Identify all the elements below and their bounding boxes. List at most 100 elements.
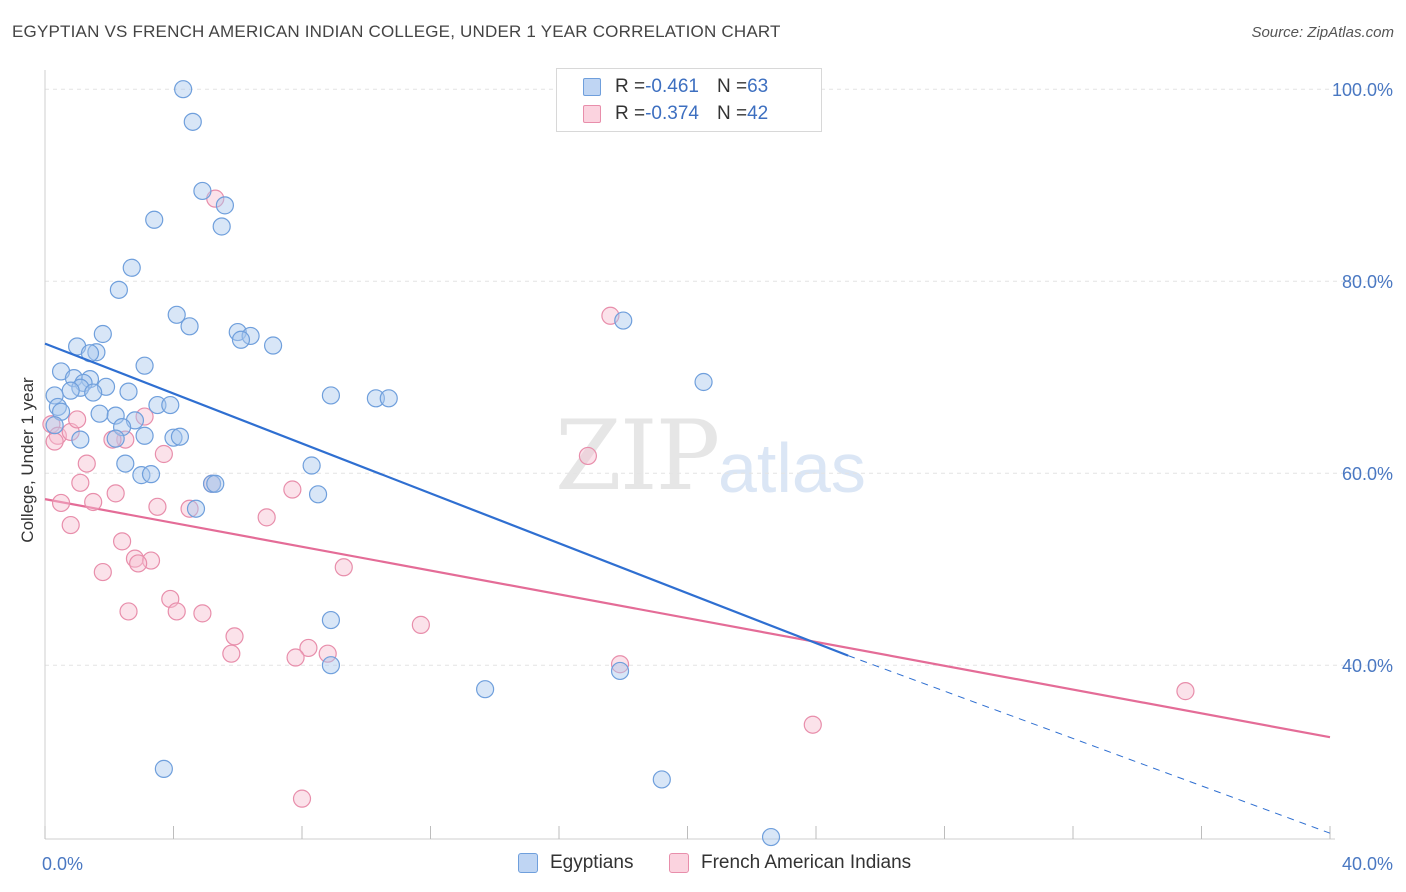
blue-point bbox=[167, 305, 186, 324]
correlation-legend: R = -0.461 N = 63 R = -0.374 N = 42 bbox=[556, 68, 822, 132]
pink-point bbox=[283, 480, 302, 499]
blue-point bbox=[652, 770, 671, 789]
blue-point bbox=[174, 80, 193, 99]
y-axis-label: College, Under 1 year bbox=[18, 377, 37, 543]
pink-points bbox=[42, 189, 1195, 808]
blue-point bbox=[366, 389, 385, 408]
blue-point bbox=[241, 326, 260, 346]
pink-point bbox=[71, 473, 90, 492]
blue-trend-extension bbox=[847, 655, 1331, 834]
blue-point bbox=[116, 454, 135, 473]
pink-point bbox=[180, 499, 199, 518]
series-legend-french-american-indians[interactable]: French American Indians bbox=[669, 852, 911, 874]
pink-point bbox=[135, 407, 154, 426]
series-legend-label: French American Indians bbox=[701, 852, 912, 873]
blue-point bbox=[132, 466, 151, 485]
blue-point bbox=[610, 661, 630, 681]
pink-point bbox=[45, 432, 64, 451]
legend-swatch-blue bbox=[518, 853, 538, 873]
blue-point bbox=[148, 395, 167, 415]
blue-point bbox=[215, 196, 234, 215]
legend-n-label: N = bbox=[716, 103, 748, 124]
blue-point bbox=[212, 217, 231, 236]
y-tick-label: 60.0% bbox=[1342, 464, 1393, 484]
legend-r-value: -0.461 bbox=[645, 76, 699, 97]
blue-point bbox=[164, 428, 183, 447]
blue-point bbox=[87, 343, 106, 362]
series-legend: Egyptians French American Indians bbox=[0, 852, 1406, 878]
blue-point bbox=[694, 372, 713, 392]
blue-point bbox=[48, 397, 67, 417]
blue-point bbox=[141, 465, 161, 484]
pink-point bbox=[93, 562, 112, 582]
blue-point bbox=[145, 210, 164, 229]
blue-point bbox=[112, 418, 132, 437]
pink-point bbox=[51, 493, 71, 513]
pink-point bbox=[222, 644, 241, 663]
blue-point bbox=[135, 356, 154, 375]
blue-point bbox=[476, 680, 495, 699]
legend-r-label: R = bbox=[615, 103, 646, 124]
blue-point bbox=[84, 383, 103, 402]
blue-point bbox=[122, 258, 141, 277]
watermark-zip: ZIP bbox=[555, 400, 720, 512]
blue-point bbox=[71, 430, 90, 449]
blue-point bbox=[106, 429, 125, 448]
blue-point bbox=[106, 406, 125, 425]
pink-point bbox=[292, 789, 312, 808]
pink-point bbox=[119, 602, 138, 621]
pink-point bbox=[803, 715, 822, 734]
blue-trend-line bbox=[44, 342, 849, 657]
blue-point bbox=[302, 456, 321, 475]
legend-n-value: 63 bbox=[747, 76, 769, 97]
pink-point bbox=[167, 602, 186, 621]
x-tick-label: 0.0% bbox=[42, 854, 83, 874]
pink-point bbox=[257, 508, 276, 527]
legend-r-label: R = bbox=[615, 76, 646, 97]
blue-point bbox=[206, 474, 225, 493]
pink-point bbox=[286, 648, 305, 667]
pink-point bbox=[411, 615, 430, 634]
legend-r-value: -0.374 bbox=[645, 103, 699, 124]
pink-point bbox=[578, 446, 598, 466]
legend-n-label: N = bbox=[716, 76, 748, 97]
blue-points bbox=[45, 80, 781, 847]
blue-point bbox=[186, 499, 206, 518]
blue-point bbox=[379, 389, 398, 408]
blue-point bbox=[45, 416, 64, 435]
pink-point bbox=[148, 497, 167, 516]
blue-point bbox=[154, 759, 173, 778]
blue-point bbox=[263, 336, 283, 355]
blue-point bbox=[183, 112, 202, 131]
blue-point bbox=[61, 381, 80, 400]
legend-swatch-pink bbox=[669, 853, 689, 873]
pink-point bbox=[61, 515, 80, 535]
chart-title: EGYPTIAN VS FRENCH AMERICAN INDIAN COLLE… bbox=[12, 22, 781, 41]
pink-point bbox=[318, 644, 337, 663]
pink-point bbox=[125, 549, 145, 568]
axes bbox=[44, 70, 1335, 840]
y-tick-label: 40.0% bbox=[1342, 656, 1393, 676]
pink-trend-layer bbox=[44, 498, 1331, 739]
pink-point bbox=[129, 554, 148, 573]
x-tick-label: 40.0% bbox=[1342, 854, 1393, 874]
y-tick-label: 80.0% bbox=[1342, 272, 1393, 292]
watermark-atlas: atlas bbox=[718, 429, 866, 507]
blue-point bbox=[119, 382, 138, 401]
y-tick-label: 100.0% bbox=[1332, 80, 1393, 100]
blue-point bbox=[321, 610, 341, 630]
blue-point bbox=[109, 280, 128, 299]
blue-point bbox=[321, 656, 341, 675]
blue-point bbox=[45, 386, 64, 405]
pink-point bbox=[299, 638, 318, 658]
series-legend-egyptians[interactable]: Egyptians bbox=[518, 852, 633, 874]
grid-lines bbox=[45, 88, 1392, 666]
legend-row-french-american-indians: R = -0.374 N = 42 bbox=[583, 101, 768, 127]
pink-point bbox=[610, 655, 630, 674]
pink-point bbox=[154, 444, 173, 464]
blue-point bbox=[308, 485, 328, 504]
pink-point bbox=[1176, 682, 1195, 701]
pink-point bbox=[106, 484, 125, 503]
blue-point bbox=[761, 827, 781, 847]
